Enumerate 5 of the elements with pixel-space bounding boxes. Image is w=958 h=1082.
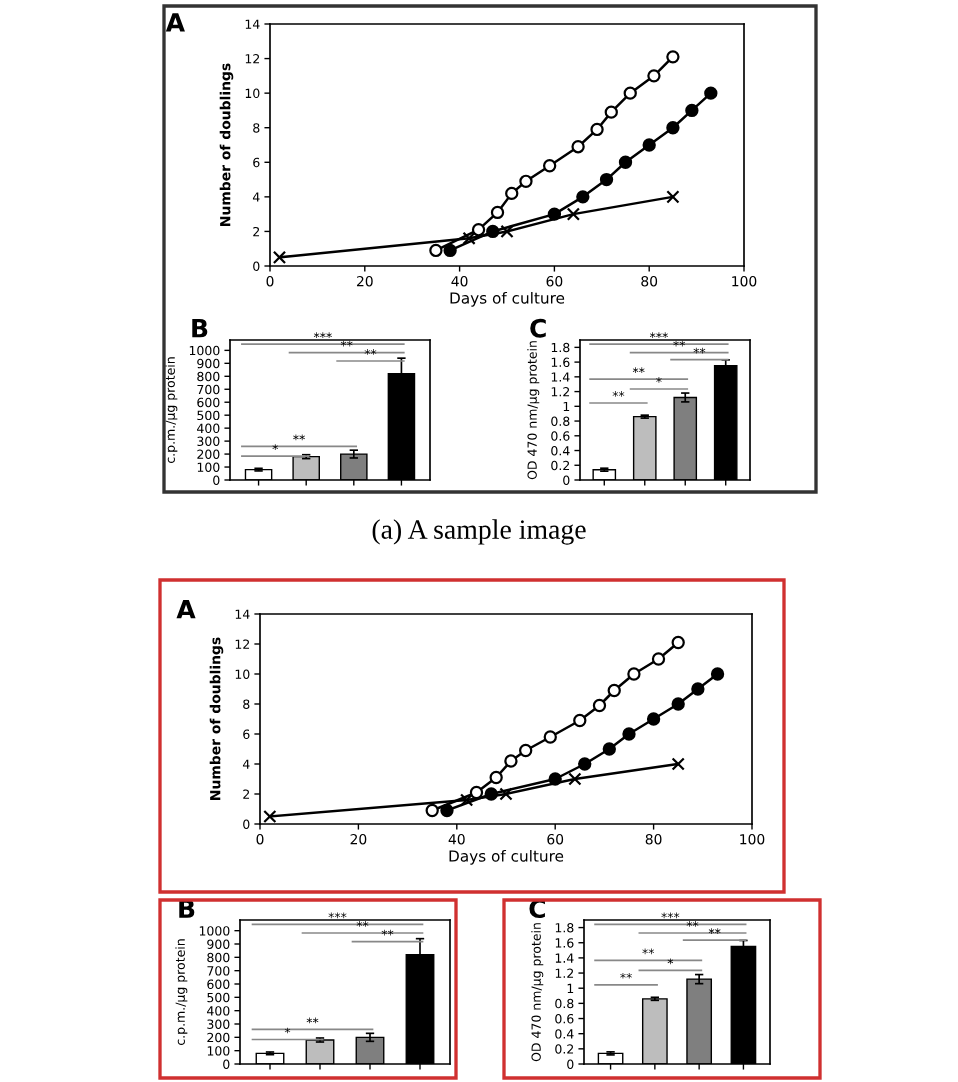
chart-title: C (530, 318, 546, 338)
text: (a) A sample image (372, 519, 586, 545)
chart-title: A (165, 13, 185, 32)
chart-title: A (176, 600, 196, 619)
chart-title: B (192, 319, 208, 338)
